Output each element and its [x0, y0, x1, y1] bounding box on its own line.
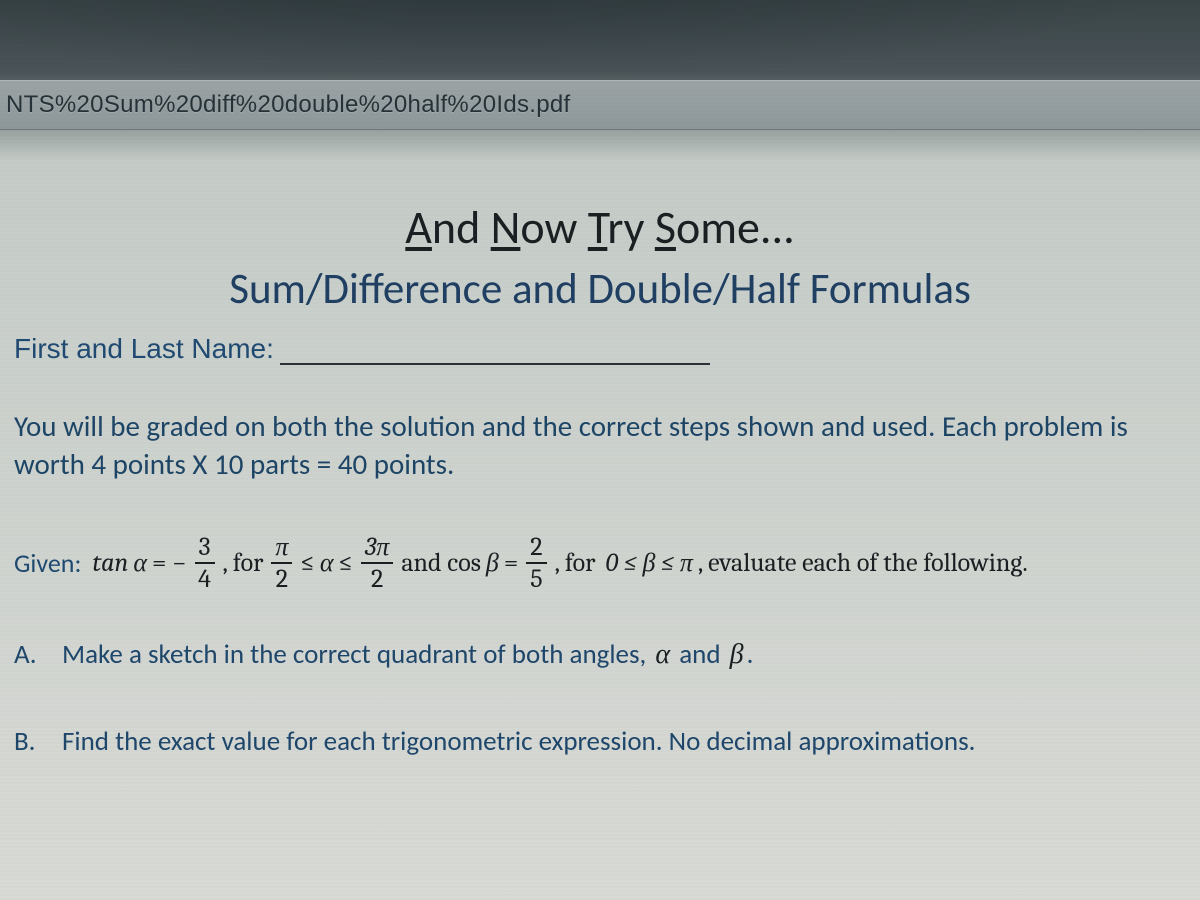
- frac2-den: 2: [276, 564, 288, 592]
- le-1: ≤: [300, 548, 314, 578]
- part-b-letter: B.: [14, 725, 62, 758]
- frac4-num: 2: [526, 534, 546, 564]
- tan-text: tan: [92, 548, 128, 578]
- title-ul-T: T: [588, 200, 608, 256]
- given-tail: , evaluate each of the following.: [698, 548, 1028, 578]
- title-ul-A: A: [405, 200, 432, 256]
- frac1-den: 4: [198, 564, 211, 592]
- comma-for-2: , for: [555, 548, 596, 578]
- le-2: ≤: [338, 548, 352, 578]
- frac3-num: 3π: [361, 534, 393, 564]
- part-a-alpha: α: [652, 638, 673, 670]
- part-a-text: Make a sketch in the correct quadrant of…: [62, 638, 753, 671]
- document-body: And Now Try Some... Sum/Difference and D…: [0, 170, 1200, 900]
- frac4-den: 5: [530, 564, 542, 592]
- title-line-2: Sum/Difference and Double/Half Formulas: [14, 262, 1186, 315]
- name-line: First and Last Name:: [14, 333, 1186, 365]
- range-beta: 0 ≤ β ≤ π: [605, 548, 692, 578]
- part-b: B. Find the exact value for each trigono…: [14, 725, 1186, 758]
- frac-2-5: 2 5: [526, 534, 546, 592]
- title-ul-S: S: [655, 200, 676, 256]
- comma-for-1: , for: [223, 548, 264, 578]
- frac-pi-2: π 2: [271, 534, 292, 592]
- frac3-den: 2: [371, 564, 383, 592]
- top-vignette: [0, 0, 1200, 80]
- part-a-period: .: [747, 638, 754, 671]
- part-a: A. Make a sketch in the correct quadrant…: [14, 638, 1186, 671]
- title-ul-N: N: [491, 200, 521, 256]
- alpha-1: α: [133, 548, 147, 578]
- title-txt-3: ry: [607, 200, 654, 256]
- pdf-filename: NTS%20Sum%20diff%20double%20half%20Ids.p…: [6, 91, 571, 119]
- frac-3-4: 3 4: [195, 534, 215, 592]
- given-label: Given:: [14, 547, 81, 579]
- instructions: You will be graded on both the solution …: [14, 407, 1186, 484]
- pdf-filename-bar: NTS%20Sum%20diff%20double%20half%20Ids.p…: [0, 80, 1200, 130]
- frac-3pi-2: 3π 2: [361, 534, 393, 592]
- name-blank-rule: [280, 336, 710, 365]
- part-b-text: Find the exact value for each trigonomet…: [62, 725, 975, 758]
- part-a-letter: A.: [14, 638, 62, 671]
- beta-1: β: [486, 548, 499, 578]
- title-txt-2: ow: [520, 200, 587, 256]
- eq-neg: = −: [152, 548, 187, 578]
- frac2-num: π: [271, 534, 292, 564]
- given-line: Given: tanα = − 3 4 , for π 2 ≤ α ≤ 3π 2…: [14, 534, 1186, 592]
- part-a-pre: Make a sketch in the correct quadrant of…: [62, 638, 652, 671]
- title-txt-1: nd: [432, 200, 491, 256]
- eq2: =: [504, 548, 518, 578]
- part-a-and: and: [673, 638, 727, 671]
- name-label: First and Last Name:: [14, 333, 274, 365]
- and-cos: and cos: [401, 548, 481, 578]
- part-a-beta: β: [727, 638, 747, 670]
- title-txt-4: ome...: [676, 200, 795, 256]
- frac1-num: 3: [195, 534, 215, 564]
- title-block: And Now Try Some... Sum/Difference and D…: [14, 200, 1186, 315]
- alpha-2: α: [320, 548, 334, 578]
- title-line-1: And Now Try Some...: [14, 200, 1186, 256]
